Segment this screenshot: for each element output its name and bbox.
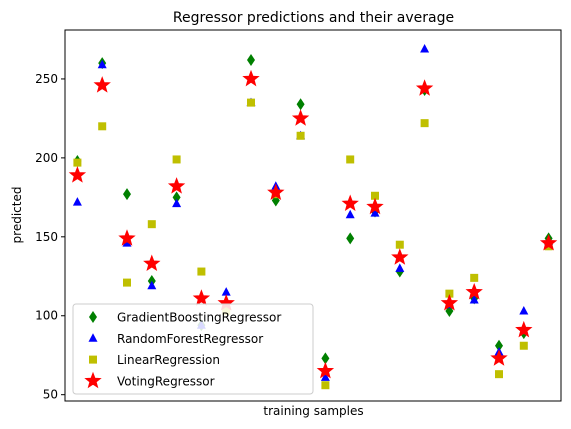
point-votingregressor-3	[143, 254, 161, 272]
point-gradientboostingregressor-2	[123, 188, 131, 201]
legend-marker-linearregression	[89, 355, 97, 364]
point-randomforestregressor-10	[320, 372, 330, 381]
point-randomforestregressor-18	[519, 306, 529, 315]
point-randomforestregressor-3	[147, 280, 157, 290]
point-votingregressor-5	[192, 289, 211, 306]
point-votingregressor-7	[242, 69, 260, 87]
point-votingregressor-17	[490, 349, 508, 366]
legend-box	[72, 303, 314, 395]
point-votingregressor-2	[118, 229, 136, 246]
point-gradientboostingregressor-9	[296, 98, 305, 111]
point-linearregression-18	[519, 341, 528, 350]
point-votingregressor-9	[291, 109, 310, 126]
legend-marker-votingregressor	[84, 371, 102, 389]
point-gradientboostingregressor-11	[346, 232, 355, 245]
point-linearregression-3	[147, 220, 156, 229]
point-randomforestregressor-13	[395, 263, 405, 272]
y-tick-label-150: 150	[35, 230, 58, 244]
point-randomforestregressor-4	[172, 198, 182, 208]
point-randomforestregressor-2	[122, 238, 132, 247]
point-randomforestregressor-12	[370, 208, 380, 217]
point-randomforestregressor-14	[420, 43, 430, 53]
point-randomforestregressor-16	[469, 294, 479, 304]
point-gradientboostingregressor-7	[247, 53, 255, 66]
legend-marker-randomforestregressor	[88, 333, 98, 342]
point-linearregression-1	[98, 122, 107, 131]
point-linearregression-14	[420, 119, 429, 128]
point-votingregressor-16	[465, 282, 483, 300]
point-linearregression-12	[371, 191, 379, 200]
point-randomforestregressor-11	[345, 209, 355, 219]
legend-label-gradientboostingregressor: GradientBoostingRegressor	[117, 311, 281, 325]
point-votingregressor-4	[167, 177, 186, 194]
point-gradientboostingregressor-10	[321, 352, 330, 365]
point-randomforestregressor-6	[221, 287, 231, 296]
y-tick-label-250: 250	[35, 72, 58, 86]
point-gradientboostingregressor-17	[495, 339, 503, 352]
y-tick-label-100: 100	[35, 309, 58, 323]
legend-label-randomforestregressor: RandomForestRegressor	[117, 332, 263, 346]
point-randomforestregressor-1	[97, 59, 107, 69]
point-linearregression-10	[321, 381, 330, 390]
point-votingregressor-13	[391, 248, 409, 265]
point-votingregressor-12	[366, 197, 384, 215]
legend-label-votingregressor: VotingRegressor	[117, 374, 215, 388]
point-linearregression-4	[172, 155, 181, 164]
legend-label-linearregression: LinearRegression	[117, 353, 220, 367]
point-linearregression-17	[495, 370, 503, 379]
point-linearregression-16	[470, 273, 479, 282]
y-ticks: 50 100 150 200 250	[35, 72, 65, 402]
point-linearregression-5	[197, 267, 206, 276]
point-votingregressor-18	[515, 320, 533, 338]
point-votingregressor-14	[415, 79, 434, 96]
point-linearregression-7	[247, 98, 255, 107]
y-axis-label: predicted	[10, 187, 24, 244]
point-votingregressor-0	[68, 166, 87, 183]
point-linearregression-9	[296, 131, 305, 140]
point-votingregressor-10	[316, 361, 335, 379]
point-gradientboostingregressor-4	[172, 191, 181, 204]
point-linearregression-0	[73, 158, 82, 167]
point-randomforestregressor-0	[72, 197, 82, 206]
point-votingregressor-8	[267, 183, 285, 200]
legend-marker-gradientboostingregressor	[89, 311, 97, 323]
legend: GradientBoostingRegressor RandomForestReg…	[72, 303, 314, 395]
x-axis-label: training samples	[263, 404, 363, 418]
point-linearregression-15	[445, 289, 454, 298]
y-tick-label-50: 50	[43, 388, 58, 402]
point-votingregressor-15	[440, 293, 459, 311]
point-votingregressor-1	[93, 76, 111, 93]
point-linearregression-13	[395, 240, 404, 249]
point-votingregressor-19	[539, 234, 558, 251]
point-linearregression-2	[123, 278, 131, 287]
chart-title: Regressor predictions and their average	[173, 10, 454, 26]
y-tick-label-200: 200	[35, 151, 58, 165]
plot-frame	[64, 29, 562, 402]
point-votingregressor-11	[341, 194, 359, 212]
point-linearregression-11	[346, 155, 355, 164]
